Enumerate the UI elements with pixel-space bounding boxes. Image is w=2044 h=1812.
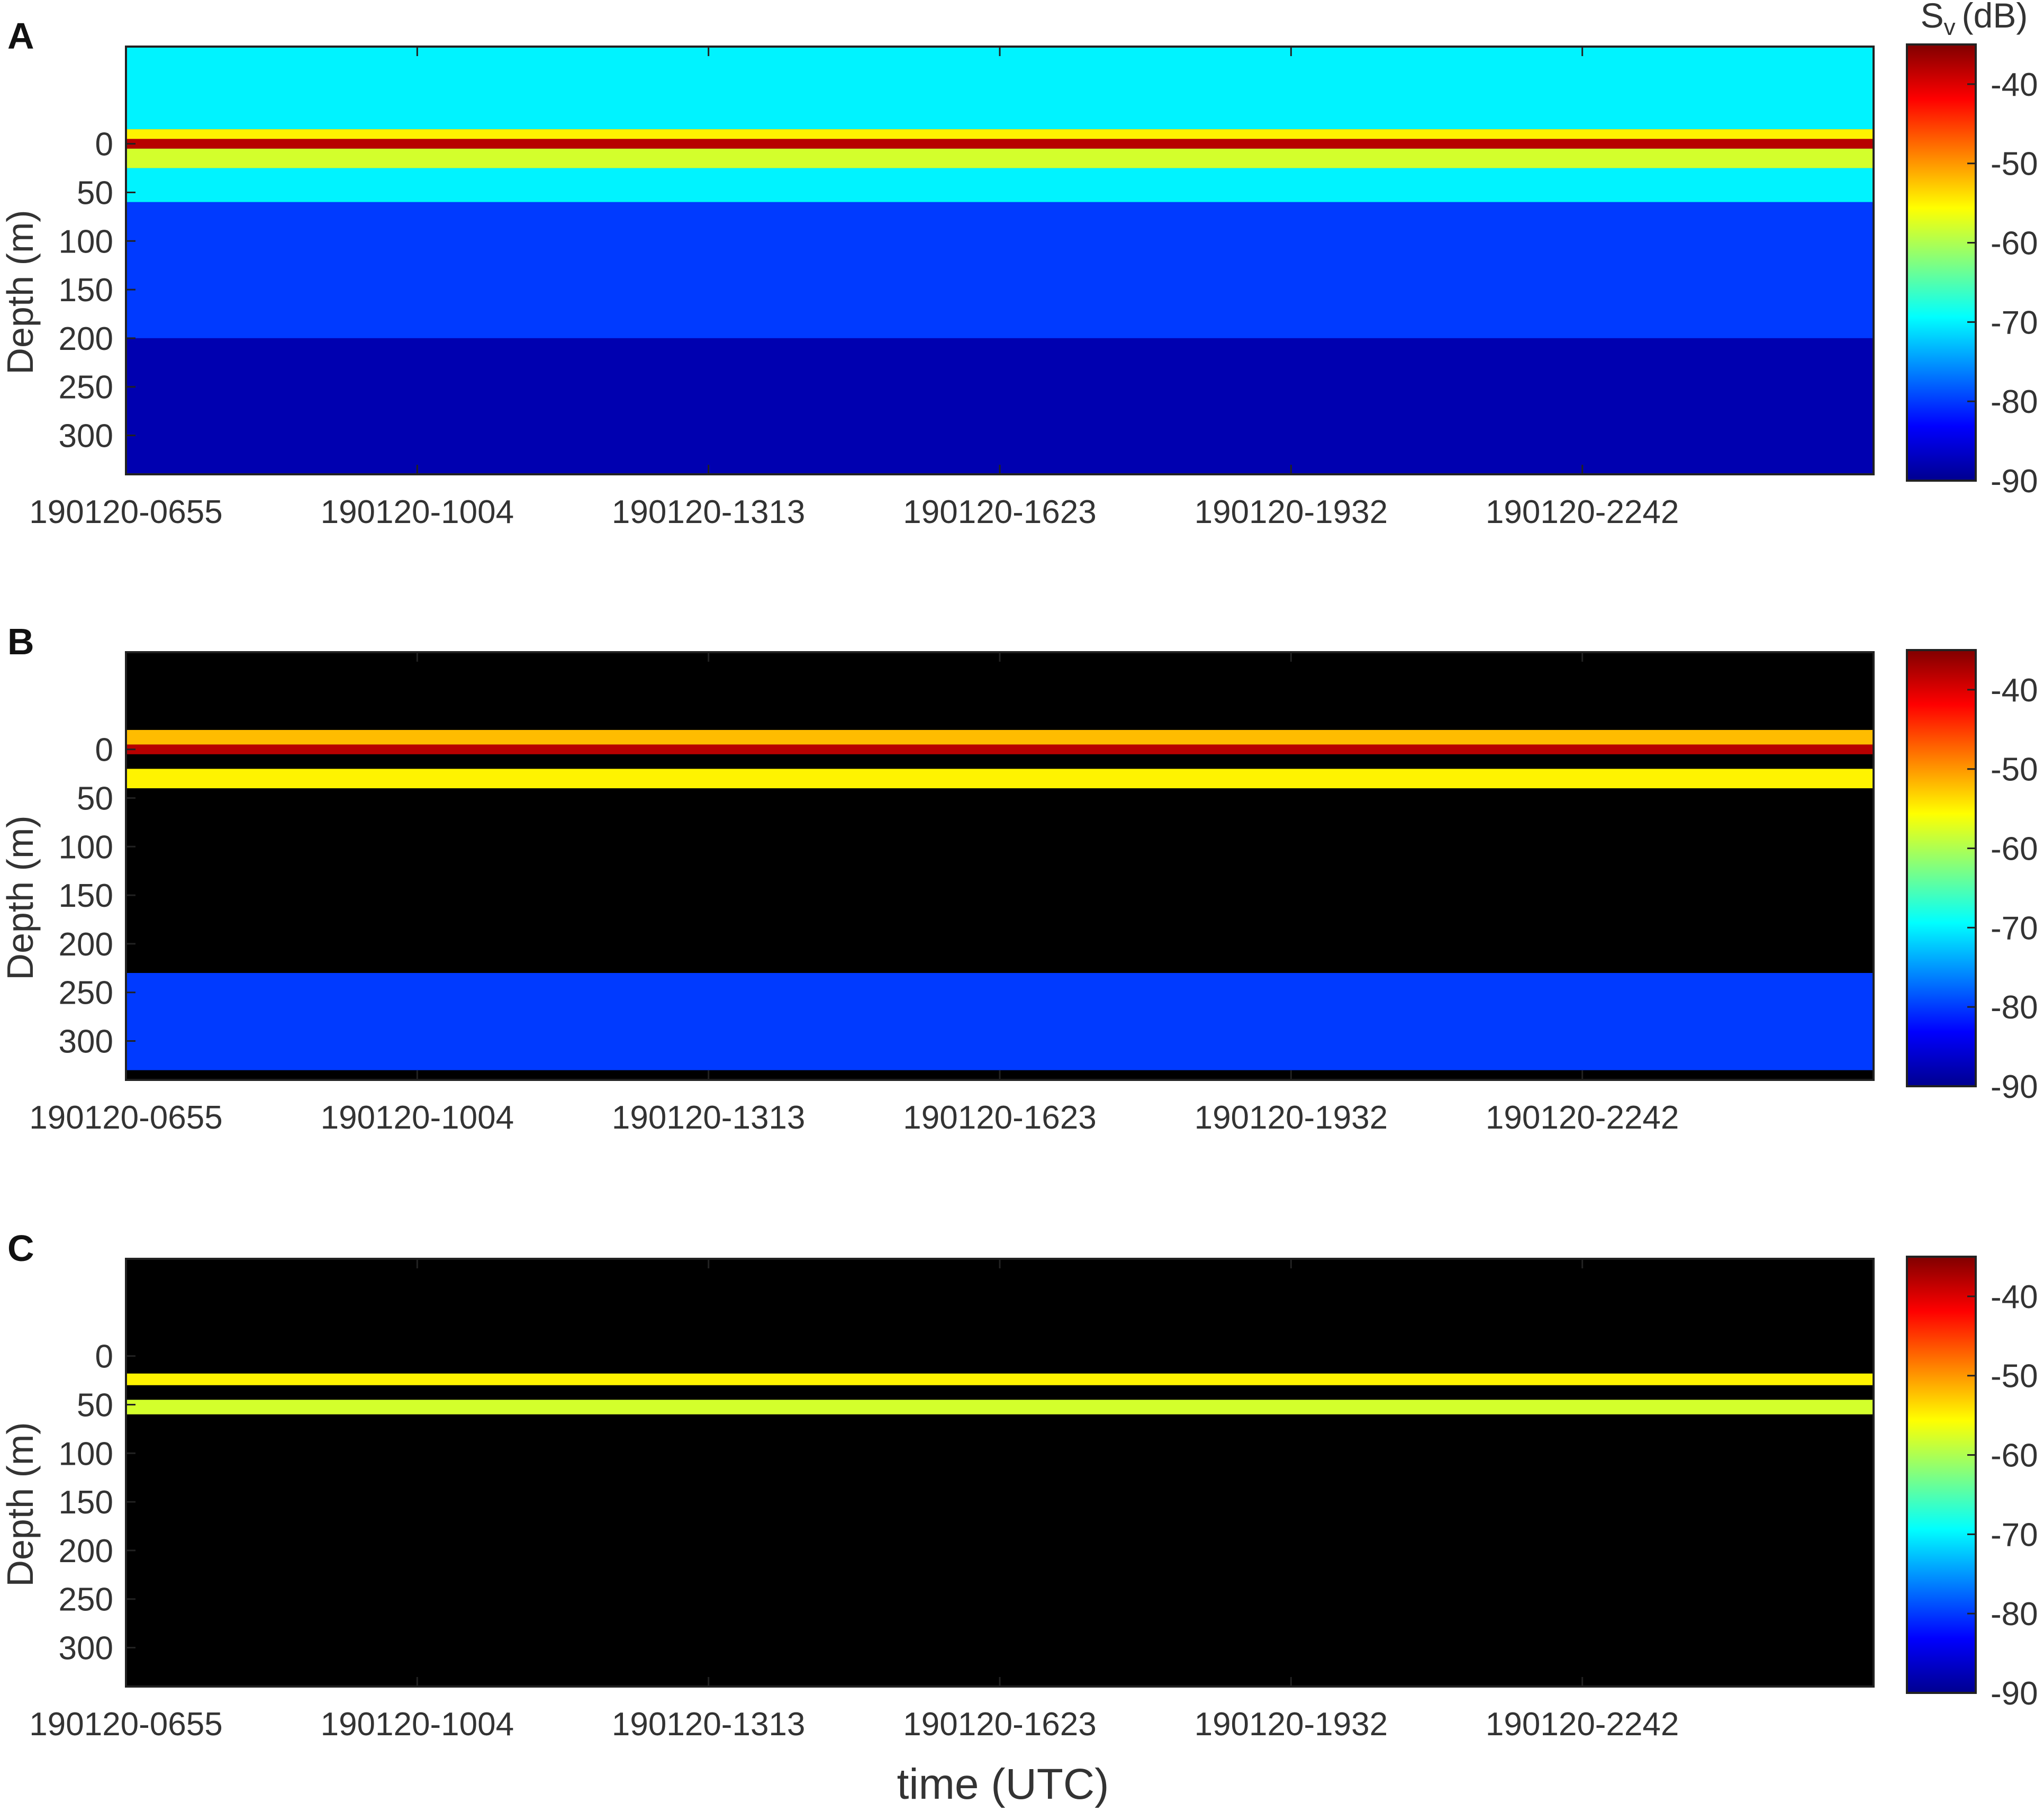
- y-tick-label: 250: [59, 369, 113, 406]
- colorbar-tick-label: -90: [1991, 463, 2038, 500]
- colorbar-tick-label: -60: [1991, 1438, 2038, 1474]
- colorbar-tick-label: -50: [1991, 1358, 2038, 1395]
- colorbar-title-unit: (dB): [1962, 0, 2028, 35]
- y-tick-label: 150: [59, 272, 113, 309]
- colorbar-tick-label: -50: [1991, 752, 2038, 788]
- echogram-band: [126, 148, 1874, 168]
- colorbar-tick-label: -60: [1991, 831, 2038, 868]
- x-tick-label: 190120-1932: [1195, 1706, 1388, 1743]
- colorbar-tick-label: -70: [1991, 1517, 2038, 1553]
- y-tick-label: 300: [59, 418, 113, 455]
- panel-a: A 0 50 100 150 200 250 300 Depth (m) 190120-0655 1…: [0, 15, 2038, 530]
- y-tick-label: 0: [95, 127, 113, 163]
- y-tick-label: 100: [59, 223, 113, 260]
- y-tick-label: 200: [59, 926, 113, 963]
- x-tick-label: 190120-1313: [612, 494, 805, 530]
- echogram-band: [126, 1373, 1874, 1385]
- colorbar-tick-label: -40: [1991, 672, 2038, 709]
- y-tick-label: 200: [59, 321, 113, 357]
- x-tick-label: 190120-2242: [1486, 494, 1679, 530]
- y-tick-label: 50: [77, 175, 113, 211]
- echogram-band: [126, 973, 1874, 1070]
- colorbar-tick-label: -70: [1991, 304, 2038, 341]
- y-tick-label: 50: [77, 780, 113, 817]
- x-axis-title: time (UTC): [897, 1760, 1109, 1808]
- x-tick-label: 190120-1004: [321, 1706, 514, 1743]
- y-axis-title: Depth (m): [0, 210, 41, 374]
- colorbar: [1906, 1256, 1977, 1694]
- x-tick-label: 190120-1313: [612, 1706, 805, 1743]
- echogram-band: [126, 202, 1874, 338]
- y-tick-label: 150: [59, 1484, 113, 1521]
- y-tick-label: 250: [59, 1582, 113, 1618]
- x-tick-label: 190120-2242: [1486, 1706, 1679, 1743]
- colorbar-tick-label: -90: [1991, 1069, 2038, 1105]
- panel-label: B: [7, 621, 34, 662]
- echogram-band: [126, 47, 1874, 130]
- echogram-band: [126, 744, 1874, 754]
- x-tick-label: 190120-1932: [1195, 1099, 1388, 1136]
- echogram-band: [126, 769, 1874, 789]
- colorbar-tick-label: -80: [1991, 384, 2038, 420]
- colorbar-tick-label: -80: [1991, 1596, 2038, 1633]
- colorbar-title: Sv (dB): [1921, 0, 2028, 40]
- y-tick-label: 0: [95, 1339, 113, 1375]
- x-tick-label: 190120-1004: [321, 1099, 514, 1136]
- colorbar-title-sub: v: [1944, 14, 1956, 40]
- x-tick-label: 190120-1932: [1195, 494, 1388, 530]
- x-tick-label: 190120-0655: [29, 1706, 222, 1743]
- colorbar-tick-label: -40: [1991, 67, 2038, 103]
- y-tick-label: 300: [59, 1630, 113, 1667]
- colorbar-title-main: S: [1921, 0, 1944, 35]
- y-tick-label: 250: [59, 975, 113, 1012]
- colorbar-tick-label: -80: [1991, 989, 2038, 1026]
- y-axis-title: Depth (m): [0, 815, 41, 980]
- x-tick-label: 190120-0655: [29, 494, 222, 530]
- x-tick-label: 190120-1313: [612, 1099, 805, 1136]
- x-tick-label: 190120-1623: [903, 1706, 1096, 1743]
- colorbar-tick-label: -90: [1991, 1675, 2038, 1712]
- x-tick-label: 190120-0655: [29, 1099, 222, 1136]
- y-tick-label: 50: [77, 1387, 113, 1423]
- x-tick-label: 190120-1004: [321, 494, 514, 530]
- echogram-band: [126, 129, 1874, 139]
- echogram-background: [126, 1259, 1874, 1687]
- colorbar: [1906, 43, 1977, 482]
- echogram-band: [126, 1400, 1874, 1414]
- x-tick-label: 190120-1623: [903, 1099, 1096, 1136]
- colorbar-tick-label: -70: [1991, 910, 2038, 946]
- x-tick-label: 190120-1623: [903, 494, 1096, 530]
- echogram-band: [126, 139, 1874, 149]
- panel-label: A: [7, 15, 34, 57]
- panel-label: C: [7, 1228, 34, 1269]
- colorbar-tick-label: -40: [1991, 1279, 2038, 1315]
- y-tick-label: 100: [59, 1436, 113, 1472]
- panel-b: B 0 50 100 150 200 250 300 Depth (m) 190120-0655 1…: [0, 621, 2038, 1136]
- y-tick-label: 0: [95, 732, 113, 769]
- echogram-band: [126, 338, 1874, 474]
- y-tick-label: 300: [59, 1024, 113, 1060]
- colorbar-tick-label: -50: [1991, 146, 2038, 183]
- colorbar-tick-label: -60: [1991, 226, 2038, 262]
- x-tick-label: 190120-2242: [1486, 1099, 1679, 1136]
- colorbar: [1906, 649, 1977, 1087]
- y-tick-label: 100: [59, 829, 113, 866]
- y-axis-title: Depth (m): [0, 1422, 41, 1586]
- panel-c: C 0 50 100 150 200 250 300 Depth (m) 190120-0655 1…: [0, 1228, 2038, 1743]
- echogram-band: [126, 729, 1874, 745]
- y-tick-label: 150: [59, 878, 113, 914]
- y-tick-label: 200: [59, 1533, 113, 1570]
- echogram-band: [126, 168, 1874, 202]
